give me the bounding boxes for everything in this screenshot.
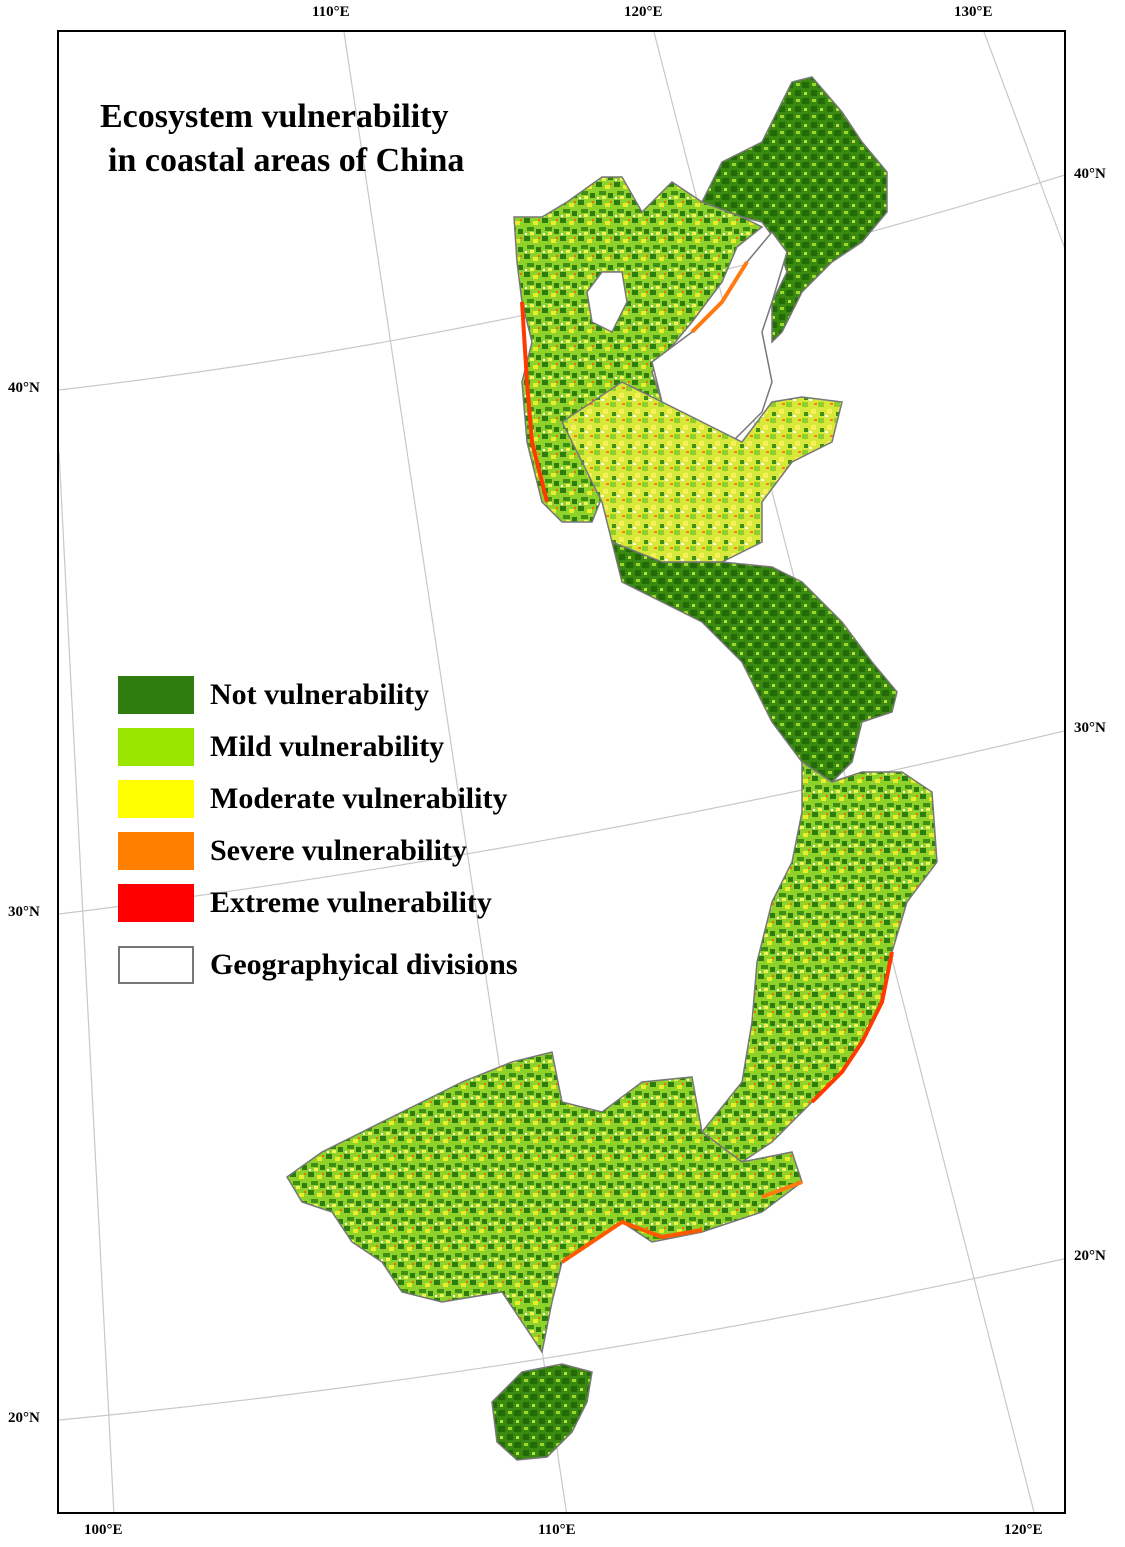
left-latitude-label: 20°N	[8, 1410, 40, 1426]
legend-label: Severe vulnerability	[210, 834, 467, 867]
legend-label: Not vulnerability	[210, 678, 430, 711]
region-south	[286, 1051, 803, 1354]
bottom-longitude-label: 110°E	[538, 1522, 576, 1538]
coastal-vulnerability-edges	[520, 260, 894, 1264]
left-latitude-label: 40°N	[8, 380, 40, 396]
legend-label: Mild vulnerability	[210, 730, 445, 763]
meridian-line	[59, 451, 115, 1512]
top-longitude-label: 120°E	[624, 4, 663, 20]
edge-southeast	[810, 951, 894, 1104]
meridian-line	[983, 32, 1064, 249]
legend-swatch	[118, 946, 194, 984]
map-title-line-1: Ecosystem vulnerability	[100, 98, 449, 135]
edge-bohai	[690, 260, 749, 334]
legend-label: Extreme vulnerability	[210, 886, 492, 919]
legend-label: Geographyical divisions	[210, 948, 518, 981]
parallel-line	[59, 1258, 1064, 1421]
legend-swatch	[118, 676, 194, 714]
edge-south	[560, 1219, 703, 1264]
top-longitude-label: 130°E	[954, 4, 993, 20]
legend-swatch	[118, 728, 194, 766]
region-east	[610, 540, 898, 783]
bottom-longitude-label: 120°E	[1004, 1522, 1043, 1538]
legend-swatch	[118, 832, 194, 870]
parallel-line	[59, 730, 1064, 915]
right-latitude-label: 20°N	[1074, 1248, 1106, 1264]
beijing-hole	[586, 271, 628, 334]
edge-west-north	[520, 301, 549, 503]
map-frame	[57, 30, 1066, 1514]
region-southeast	[700, 760, 938, 1163]
left-latitude-label: 30°N	[8, 904, 40, 920]
legend-label: Moderate vulnerability	[210, 782, 508, 815]
map-canvas	[59, 32, 1064, 1512]
top-longitude-label: 110°E	[312, 4, 350, 20]
right-latitude-label: 30°N	[1074, 720, 1106, 736]
right-latitude-label: 40°N	[1074, 166, 1106, 182]
bottom-longitude-label: 100°E	[84, 1522, 123, 1538]
edge-east	[761, 1180, 803, 1199]
legend-swatch	[118, 884, 194, 922]
legend-swatch	[118, 780, 194, 818]
map-title-line-2: in coastal areas of China	[108, 142, 465, 179]
region-hainan	[491, 1363, 593, 1461]
vulnerability-regions	[286, 76, 938, 1461]
